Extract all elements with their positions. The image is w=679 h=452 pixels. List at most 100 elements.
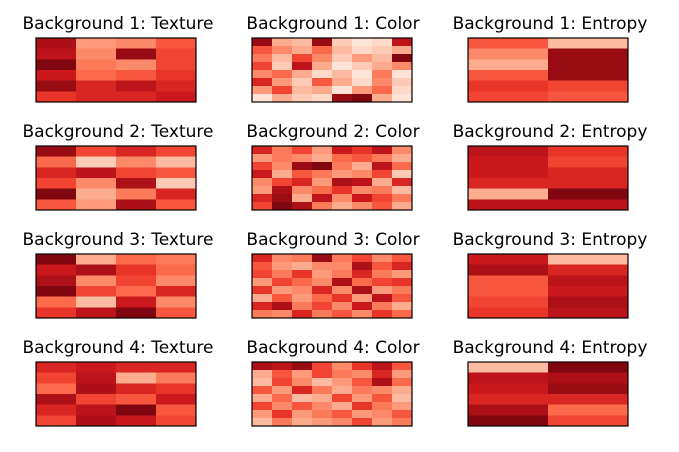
heatmap-cell bbox=[548, 362, 629, 374]
heatmap-cell bbox=[332, 194, 353, 203]
heatmap-cell bbox=[292, 278, 313, 287]
heatmap-cell bbox=[292, 70, 313, 79]
heatmap-cell bbox=[156, 188, 197, 200]
heatmap-cell bbox=[392, 386, 413, 395]
heatmap-cell bbox=[116, 178, 157, 190]
heatmap-cell bbox=[292, 370, 313, 379]
heatmap-cell bbox=[312, 194, 333, 203]
heatmap-cell bbox=[76, 167, 117, 179]
heatmap-cell bbox=[392, 86, 413, 95]
heatmap-cell bbox=[292, 154, 313, 163]
heatmap-cell bbox=[352, 154, 373, 163]
heatmap-cell bbox=[272, 270, 293, 279]
heatmap-cell bbox=[156, 91, 197, 103]
heatmap-cell bbox=[116, 80, 157, 92]
heatmap-cell bbox=[292, 86, 313, 95]
heatmap-cell bbox=[156, 156, 197, 168]
panel-frame bbox=[467, 145, 629, 211]
heatmap-cell bbox=[352, 46, 373, 55]
heatmap-cell bbox=[252, 86, 273, 95]
heatmap-cell bbox=[392, 70, 413, 79]
heatmap-cell bbox=[116, 264, 157, 276]
heatmap-cell bbox=[332, 86, 353, 95]
heatmap-cell bbox=[468, 70, 549, 82]
heatmap-cell bbox=[272, 154, 293, 163]
heatmap-cell bbox=[372, 394, 393, 403]
heatmap-cell bbox=[292, 178, 313, 187]
heatmap-cell bbox=[292, 254, 313, 263]
heatmap-cell bbox=[272, 54, 293, 63]
heatmap-cell bbox=[468, 199, 549, 211]
heatmap-cell bbox=[548, 167, 629, 179]
heatmap-cell bbox=[372, 54, 393, 63]
heatmap-cell bbox=[332, 394, 353, 403]
heatmap-cell bbox=[156, 286, 197, 298]
heatmap-cell bbox=[352, 178, 373, 187]
heatmap-cell bbox=[76, 383, 117, 395]
heatmap-cell bbox=[332, 402, 353, 411]
heatmap-cell bbox=[352, 70, 373, 79]
heatmap-cell bbox=[252, 402, 273, 411]
panel-frame bbox=[467, 361, 629, 427]
heatmap-cell bbox=[372, 270, 393, 279]
heatmap-cell bbox=[332, 178, 353, 187]
heatmap-cell bbox=[312, 378, 333, 387]
heatmap-cell bbox=[468, 80, 549, 92]
heatmap-cell bbox=[392, 146, 413, 155]
heatmap-cell bbox=[156, 264, 197, 276]
panel-title: Background 1: Texture bbox=[22, 14, 213, 34]
heatmap-cell bbox=[312, 394, 333, 403]
heatmap-cell bbox=[468, 48, 549, 60]
heatmap-cell bbox=[36, 80, 77, 92]
heatmap-cell bbox=[468, 383, 549, 395]
heatmap-cell bbox=[312, 262, 333, 271]
heatmap-cell bbox=[116, 167, 157, 179]
heatmap-cell bbox=[252, 386, 273, 395]
heatmap-cell bbox=[548, 404, 629, 416]
heatmap-cell bbox=[76, 156, 117, 168]
heatmap-cell bbox=[76, 70, 117, 82]
heatmap-cell bbox=[252, 394, 273, 403]
heatmap-cell bbox=[76, 307, 117, 319]
heatmap-cell bbox=[156, 296, 197, 308]
heatmap-cell bbox=[312, 86, 333, 95]
heatmap-cell bbox=[76, 80, 117, 92]
panel-title: Background 1: Color bbox=[246, 14, 419, 34]
heatmap-cell bbox=[468, 188, 549, 200]
heatmap-cell bbox=[156, 59, 197, 71]
panel-title: Background 3: Color bbox=[246, 230, 419, 250]
heatmap-cell bbox=[332, 146, 353, 155]
heatmap-cell bbox=[36, 188, 77, 200]
heatmap-cell bbox=[372, 278, 393, 287]
heatmap-cell bbox=[272, 386, 293, 395]
heatmap-cell bbox=[252, 78, 273, 87]
heatmap-cell bbox=[116, 188, 157, 200]
heatmap-cell bbox=[292, 202, 313, 211]
heatmap-cell bbox=[292, 362, 313, 371]
heatmap-cell bbox=[272, 362, 293, 371]
heatmap-cell bbox=[312, 410, 333, 419]
heatmap-cell bbox=[372, 386, 393, 395]
heatmap-cell bbox=[332, 78, 353, 87]
heatmap-cell bbox=[156, 199, 197, 211]
heatmap-cell bbox=[292, 194, 313, 203]
heatmap-cell bbox=[76, 188, 117, 200]
heatmap-cell bbox=[312, 78, 333, 87]
heatmap-cell bbox=[156, 80, 197, 92]
heatmap-cell bbox=[352, 286, 373, 295]
heatmap-cell bbox=[392, 378, 413, 387]
heatmap-cell bbox=[36, 286, 77, 298]
heatmap-cell bbox=[332, 62, 353, 71]
heatmap-cell bbox=[372, 418, 393, 427]
heatmap-cell bbox=[252, 146, 273, 155]
heatmap-cell bbox=[312, 362, 333, 371]
panel-frame bbox=[251, 37, 413, 103]
heatmap-cell bbox=[116, 254, 157, 266]
heatmap-cell bbox=[116, 394, 157, 406]
heatmap-cell bbox=[252, 46, 273, 55]
heatmap-cell bbox=[252, 62, 273, 71]
heatmap-cell bbox=[272, 278, 293, 287]
heatmap-cell bbox=[548, 80, 629, 92]
heatmap-cell bbox=[392, 410, 413, 419]
heatmap-cell bbox=[116, 199, 157, 211]
